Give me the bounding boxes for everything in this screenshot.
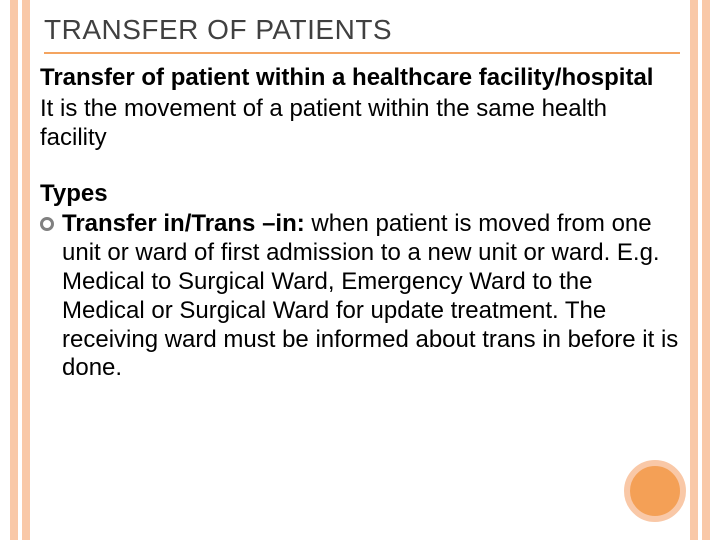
decorative-stripe bbox=[22, 0, 30, 540]
slide-content: TRANSFER OF PATIENTS Transfer of patient… bbox=[40, 14, 680, 383]
bullet-item: Transfer in/Trans –in: when patient is m… bbox=[40, 210, 680, 383]
types-heading: Types bbox=[40, 180, 680, 208]
decorative-circle-icon bbox=[624, 460, 686, 522]
slide-title: TRANSFER OF PATIENTS bbox=[44, 14, 680, 54]
bullet-ring-icon bbox=[40, 217, 54, 231]
bullet-label: Transfer in/Trans –in: bbox=[62, 210, 311, 237]
bullet-text: Transfer in/Trans –in: when patient is m… bbox=[62, 210, 680, 383]
definition-text: It is the movement of a patient within t… bbox=[40, 95, 680, 153]
subheading: Transfer of patient within a healthcare … bbox=[40, 64, 680, 93]
decorative-stripe bbox=[10, 0, 18, 540]
decorative-stripe bbox=[690, 0, 698, 540]
decorative-stripe bbox=[702, 0, 710, 540]
